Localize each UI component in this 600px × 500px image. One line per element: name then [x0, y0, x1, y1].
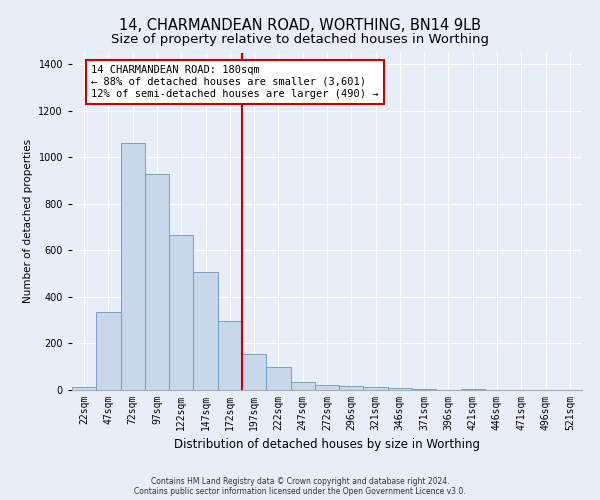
Bar — [266, 366, 290, 390]
Bar — [193, 272, 218, 390]
Bar — [290, 382, 315, 390]
Bar — [461, 389, 485, 390]
Bar — [145, 174, 169, 390]
Bar — [242, 354, 266, 390]
Bar — [364, 386, 388, 390]
Text: Size of property relative to detached houses in Worthing: Size of property relative to detached ho… — [111, 32, 489, 46]
Bar — [218, 322, 242, 390]
Bar — [121, 144, 145, 390]
X-axis label: Distribution of detached houses by size in Worthing: Distribution of detached houses by size … — [174, 438, 480, 452]
Text: Contains HM Land Registry data © Crown copyright and database right 2024.
Contai: Contains HM Land Registry data © Crown c… — [134, 476, 466, 496]
Bar — [315, 386, 339, 390]
Bar — [72, 386, 96, 390]
Bar — [412, 389, 436, 390]
Y-axis label: Number of detached properties: Number of detached properties — [23, 139, 33, 304]
Bar — [96, 312, 121, 390]
Bar — [169, 235, 193, 390]
Text: 14, CHARMANDEAN ROAD, WORTHING, BN14 9LB: 14, CHARMANDEAN ROAD, WORTHING, BN14 9LB — [119, 18, 481, 32]
Bar — [388, 388, 412, 390]
Text: 14 CHARMANDEAN ROAD: 180sqm
← 88% of detached houses are smaller (3,601)
12% of : 14 CHARMANDEAN ROAD: 180sqm ← 88% of det… — [91, 66, 379, 98]
Bar — [339, 386, 364, 390]
